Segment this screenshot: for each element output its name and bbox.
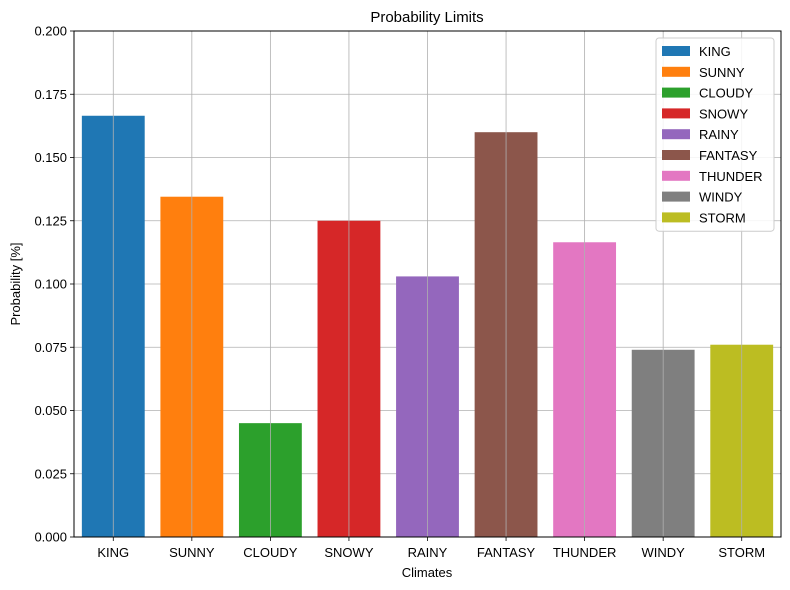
legend-label: SNOWY [699, 106, 748, 121]
legend-label: RAINY [699, 127, 739, 142]
x-tick-label: WINDY [641, 545, 685, 560]
y-tick-label: 0.100 [34, 277, 67, 292]
legend-swatch [662, 191, 690, 202]
vertical-grid [112, 31, 743, 537]
legend: KING SUNNY CLOUDY SNOWY RAINY FANTASY THUNDER W… [655, 37, 775, 232]
y-tick-label: 0.075 [34, 340, 67, 355]
y-tick-label: 0.150 [34, 150, 67, 165]
x-tick-label: CLOUDY [243, 545, 298, 560]
legend-swatch [662, 150, 690, 160]
y-tick-label: 0.050 [34, 403, 67, 418]
y-tick-label: 0.025 [34, 466, 67, 481]
legend-swatch [662, 212, 690, 223]
y-tick-label: 0.000 [34, 530, 67, 545]
y-tick-label: 0.175 [34, 87, 67, 102]
legend-label: WINDY [699, 190, 743, 205]
x-tick-label: SUNNY [169, 545, 215, 560]
legend-swatch [662, 87, 690, 98]
legend-swatch [662, 66, 690, 77]
y-tick-label: 0.200 [34, 24, 67, 39]
y-tick-label: 0.125 [34, 213, 67, 228]
chart-title: Probability Limits [370, 9, 483, 26]
x-ticks: KING SUNNY CLOUDY SNOWY RAINY FANTASY THUNDER W… [97, 537, 765, 560]
legend-swatch [662, 170, 690, 181]
x-tick-label: KING [97, 545, 129, 560]
legend-label: FANTASY [699, 148, 758, 163]
x-tick-label: STORM [718, 545, 765, 560]
x-tick-label: THUNDER [553, 545, 617, 560]
x-tick-label: SNOWY [324, 545, 373, 560]
legend-label: THUNDER [699, 169, 763, 184]
x-tick-label: FANTASY [477, 545, 536, 560]
legend-swatch [662, 46, 690, 56]
legend-box [655, 37, 775, 232]
legend-swatch [662, 129, 690, 140]
y-axis-label: Probability [%] [8, 242, 23, 325]
y-ticks: 0.000 0.025 0.050 0.075 0.100 0.125 0.150 0.175… [34, 24, 74, 545]
legend-swatch [662, 108, 690, 119]
x-tick-label: RAINY [408, 545, 448, 560]
legend-label: CLOUDY [699, 86, 754, 101]
x-axis-label: Climates [402, 565, 453, 580]
legend-label: KING [699, 44, 731, 59]
legend-label: STORM [699, 210, 746, 225]
legend-label: SUNNY [699, 65, 745, 80]
